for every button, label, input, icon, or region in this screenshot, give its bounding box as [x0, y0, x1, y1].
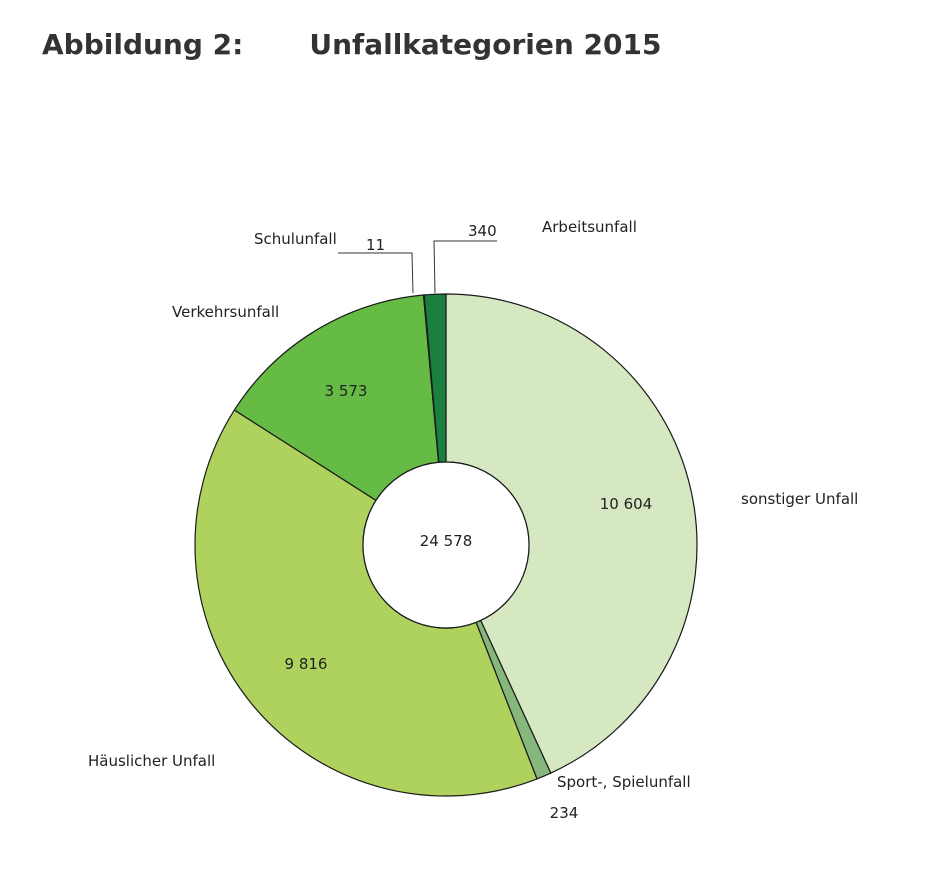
figure-label: Abbildung 2: [42, 28, 244, 61]
leader-line-arbeitsunfall [433, 240, 497, 294]
center-total-label: 24 578 [420, 532, 473, 550]
donut-slices [194, 293, 698, 797]
leader-lines [338, 240, 497, 294]
slice-name-verkehrsunfall: Verkehrsunfall [172, 303, 279, 321]
slice-value-sonstiger-unfall: 10 604 [600, 495, 653, 513]
slice-value-sport-spielunfall: 234 [550, 804, 579, 822]
slice-value-häuslicher-unfall: 9 816 [285, 655, 328, 673]
figure-heading: Abbildung 2: Unfallkategorien 2015 [42, 28, 661, 61]
slice-name-sonstiger-unfall: sonstiger Unfall [741, 490, 858, 508]
slice-value-verkehrsunfall: 3 573 [325, 382, 368, 400]
donut-hole [362, 461, 530, 629]
slice-value-schulunfall: 11 [366, 236, 385, 254]
slice-name-häuslicher-unfall: Häuslicher Unfall [88, 752, 215, 770]
chart-labels: sonstiger Unfall 10 604 Sport-, Spielunfal… [88, 218, 858, 822]
slice-value-arbeitsunfall: 340 [468, 222, 497, 240]
slice-name-schulunfall: Schulunfall [254, 230, 337, 248]
leader-line-schulunfall [338, 252, 414, 294]
figure-title: Unfallkategorien 2015 [309, 28, 662, 61]
slice-name-sport-spielunfall: Sport-, Spielunfall [557, 773, 691, 791]
slice-name-arbeitsunfall: Arbeitsunfall [542, 218, 637, 236]
